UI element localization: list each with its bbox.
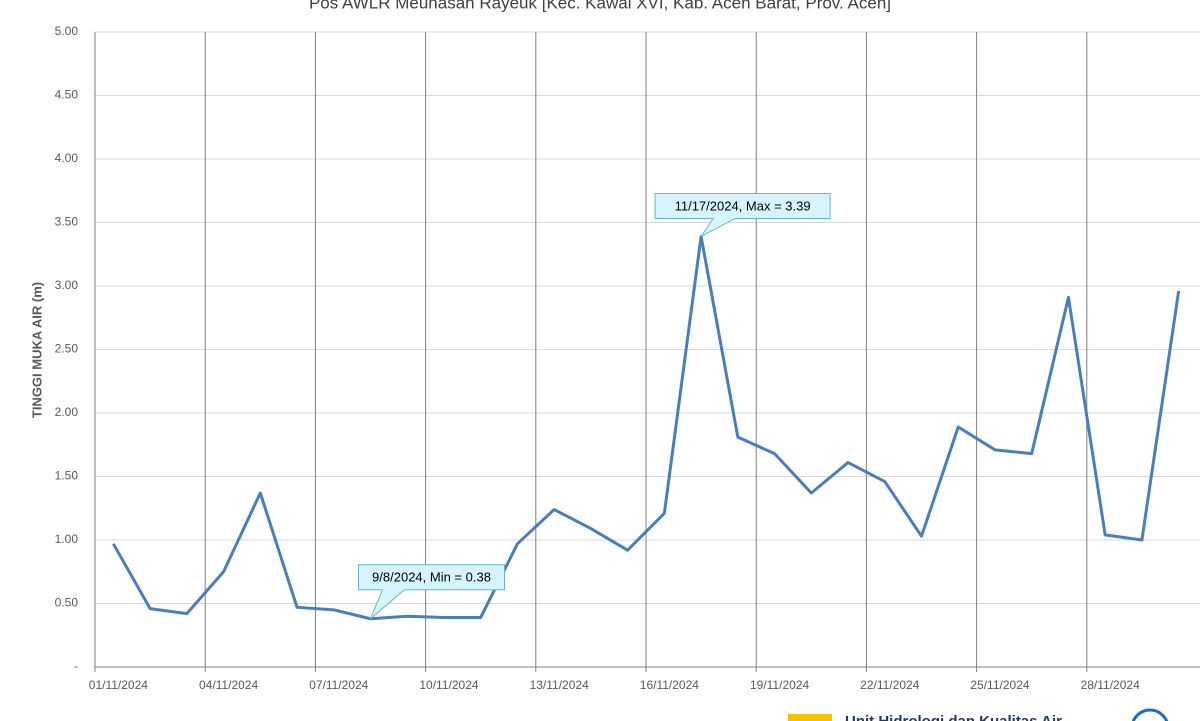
data-line — [112, 234, 1181, 621]
y-tick-label: 5.00 — [55, 24, 79, 38]
y-tick-label: 4.00 — [55, 151, 79, 165]
x-tick-label: 22/11/2024 — [860, 678, 919, 692]
y-tick-label: 3.00 — [55, 278, 79, 292]
x-tick-label: 25/11/2024 — [970, 678, 1029, 692]
y-tick-label: 3.50 — [55, 215, 79, 229]
y-tick-label: 1.50 — [55, 469, 79, 483]
x-tick-label: 01/11/2024 — [89, 678, 148, 692]
x-tick-label: 04/11/2024 — [199, 678, 258, 692]
callout-box — [654, 192, 831, 237]
y-tick-label: 1.00 — [55, 532, 79, 546]
y-tick-label: 2.50 — [55, 342, 79, 356]
x-tick-label: 07/11/2024 — [309, 678, 368, 692]
logo-text: Unit Hidrologi dan Kualitas Air — [845, 713, 1062, 721]
x-tick-label: 10/11/2024 — [419, 678, 478, 692]
logo-mark — [788, 714, 832, 721]
x-tick-label: 19/11/2024 — [750, 678, 809, 692]
chart-title: Pos AWLR Meunasah Rayeuk [Kec. Kawai XVI… — [309, 0, 891, 12]
x-tick-label: 13/11/2024 — [530, 678, 589, 692]
y-tick-label: 4.50 — [55, 88, 79, 102]
y-tick-label: 0.50 — [55, 596, 79, 610]
x-tick-label: 16/11/2024 — [640, 678, 699, 692]
y-tick-label: 2.00 — [55, 405, 79, 419]
y-axis-label: TINGGI MUKA AIR (m) — [29, 282, 44, 418]
y-tick-label: - — [74, 659, 78, 673]
x-tick-label: 28/11/2024 — [1081, 678, 1140, 692]
callout-text: 9/8/2024, Min = 0.38 — [372, 570, 491, 585]
callout-text: 11/17/2024, Max = 3.39 — [675, 198, 811, 213]
logo-badge — [1131, 708, 1169, 721]
callout-box — [358, 564, 505, 620]
